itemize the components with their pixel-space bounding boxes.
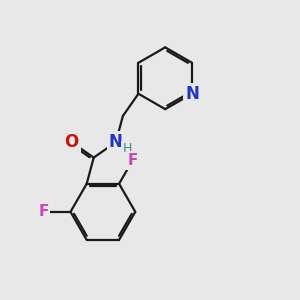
Text: F: F: [128, 153, 138, 168]
Text: F: F: [38, 204, 49, 219]
Text: H: H: [122, 142, 132, 155]
Text: O: O: [64, 133, 79, 151]
Text: N: N: [109, 133, 123, 151]
Text: N: N: [185, 85, 199, 103]
